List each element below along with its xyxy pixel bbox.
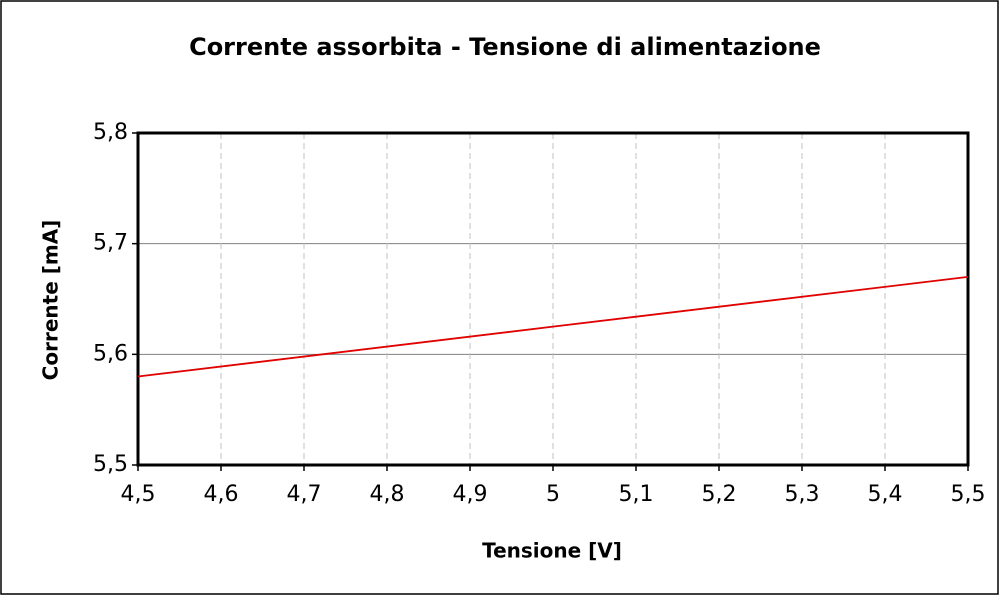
x-tick-label: 4,9 — [453, 482, 488, 507]
x-tick-label: 4,7 — [287, 482, 322, 507]
x-tick-label: 4,6 — [204, 482, 239, 507]
data-line — [137, 275, 969, 378]
x-tick-label: 4,8 — [370, 482, 405, 507]
x-tick-label: 5 — [546, 482, 560, 507]
x-tick-label: 5,2 — [702, 482, 737, 507]
y-tick-label: 5,6 — [93, 341, 128, 366]
chart-title: Corrente assorbita - Tensione di aliment… — [189, 33, 821, 61]
plot-frame — [136, 131, 970, 467]
y-tick-label: 5,8 — [93, 120, 128, 145]
y-axis-label: Corrente [mA] — [39, 220, 63, 381]
x-tick-label: 5,4 — [868, 482, 903, 507]
y-tick-label: 5,7 — [93, 231, 128, 256]
x-tick-label: 4,5 — [121, 482, 156, 507]
x-tick-label: 5,3 — [785, 482, 820, 507]
x-tick-label: 5,5 — [951, 482, 986, 507]
x-axis-label: Tensione [V] — [482, 539, 622, 563]
y-tick-label: 5,5 — [93, 452, 128, 477]
x-tick-label: 5,1 — [619, 482, 654, 507]
